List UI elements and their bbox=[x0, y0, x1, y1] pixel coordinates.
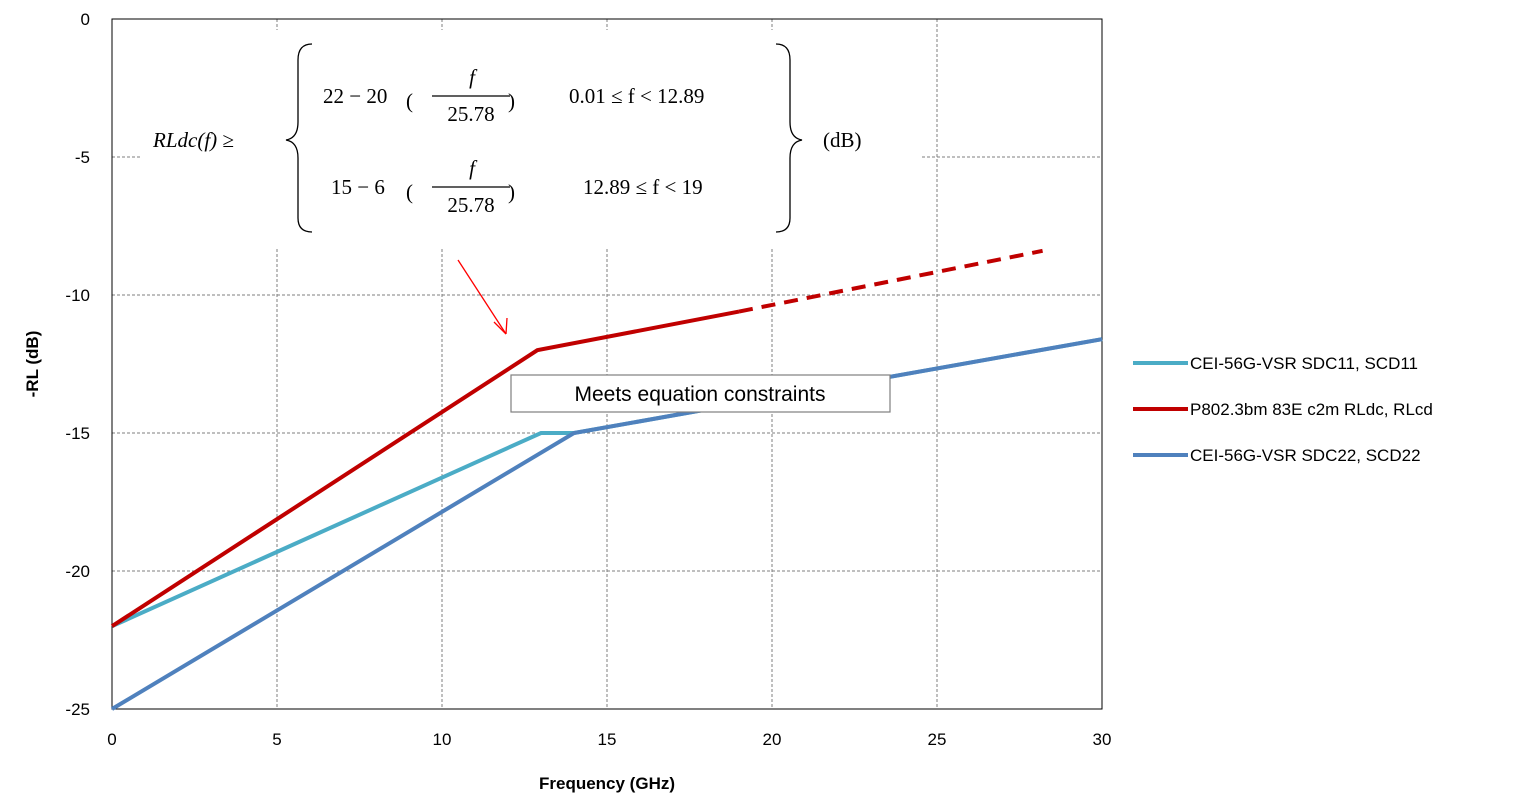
x-axis-title: Frequency (GHz) bbox=[539, 774, 675, 793]
y-tick-label-4: -20 bbox=[65, 562, 90, 581]
series-line-2 bbox=[110, 337, 1103, 711]
y-axis-ticks: 0 -5 -10 -15 -20 -25 bbox=[65, 10, 90, 719]
series-line-1 bbox=[110, 309, 740, 628]
equation-row1-frac-num: f bbox=[469, 65, 478, 89]
y-tick-label-3: -15 bbox=[65, 424, 90, 443]
equation-row2-range: 12.89 ≤ f < 19 bbox=[583, 175, 703, 199]
y-tick-label-2: -10 bbox=[65, 286, 90, 305]
legend-label-1: P802.3bm 83E c2m RLdc, RLcd bbox=[1190, 400, 1433, 419]
equation-row2-paren-right: ) bbox=[508, 180, 515, 204]
callout-arrow bbox=[457, 259, 508, 335]
y-axis-title: -RL (dB) bbox=[23, 331, 42, 398]
equation-annotation: RLdc(f) ≥ 22 − 20 ( f 25.78 ) 0.01 ≤ f <… bbox=[140, 30, 920, 248]
x-tick-label-4: 20 bbox=[763, 730, 782, 749]
equation-row2-paren-left: ( bbox=[406, 180, 413, 204]
equation-row2-frac-den: 25.78 bbox=[447, 193, 494, 217]
x-axis-ticks: 0 5 10 15 20 25 30 bbox=[107, 730, 1111, 749]
equation-row1-paren-right: ) bbox=[508, 89, 515, 113]
plot-area-border bbox=[111, 18, 1103, 710]
x-tick-label-2: 10 bbox=[433, 730, 452, 749]
equation-unit: (dB) bbox=[823, 128, 862, 152]
x-tick-label-1: 5 bbox=[272, 730, 281, 749]
y-tick-label-1: -5 bbox=[75, 148, 90, 167]
equation-background bbox=[140, 30, 920, 248]
callout-box: Meets equation constraints bbox=[510, 374, 891, 413]
callout-text: Meets equation constraints bbox=[575, 383, 826, 406]
equation-row2-expr: 15 − 6 bbox=[331, 175, 385, 199]
equation-left-brace bbox=[285, 43, 313, 233]
x-tick-label-6: 30 bbox=[1093, 730, 1112, 749]
x-tick-label-5: 25 bbox=[928, 730, 947, 749]
x-tick-label-0: 0 bbox=[107, 730, 116, 749]
series-extension-1 bbox=[738, 248, 1043, 314]
equation-row1-paren-left: ( bbox=[406, 89, 413, 113]
equation-row1-range: 0.01 ≤ f < 12.89 bbox=[569, 84, 704, 108]
equation-row1-frac-den: 25.78 bbox=[447, 102, 494, 126]
legend: CEI-56G-VSR SDC11, SCD11 P802.3bm 83E c2m… bbox=[1133, 354, 1433, 465]
y-tick-label-0: 0 bbox=[81, 10, 90, 29]
y-tick-label-5: -25 bbox=[65, 700, 90, 719]
equation-row2-frac-num: f bbox=[469, 156, 478, 180]
x-tick-label-3: 15 bbox=[598, 730, 617, 749]
equation-row1-expr: 22 − 20 bbox=[323, 84, 387, 108]
legend-label-0: CEI-56G-VSR SDC11, SCD11 bbox=[1190, 354, 1418, 373]
equation-right-brace bbox=[775, 43, 803, 233]
equation-lhs: RLdc(f) ≥ bbox=[152, 128, 234, 152]
legend-label-2: CEI-56G-VSR SDC22, SCD22 bbox=[1190, 446, 1421, 465]
